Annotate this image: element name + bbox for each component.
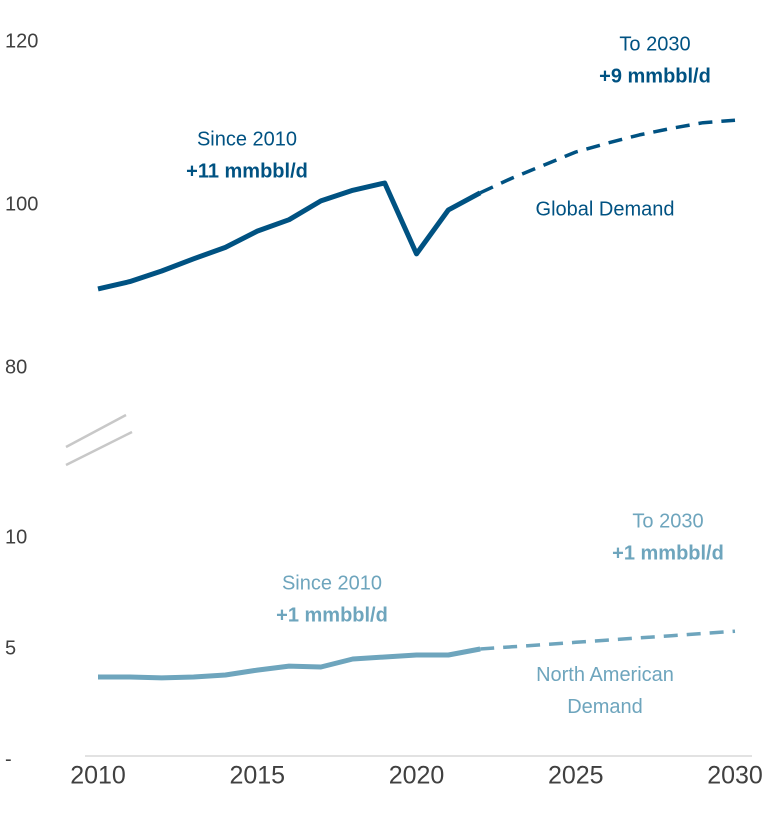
annotation: To 2030: [619, 33, 690, 55]
x-tick-label: 2030: [707, 762, 763, 790]
series-label: North American Demand: [536, 664, 674, 718]
y-tick-label: 100: [5, 193, 38, 215]
x-tick-label: 2010: [70, 762, 126, 790]
series-line: [97, 180, 482, 292]
annotation: Since 2010: [197, 128, 297, 150]
annotation: +9 mmbbl/d: [599, 65, 711, 87]
annotation: To 2030: [632, 510, 703, 532]
y-tick-label: 5: [5, 637, 16, 659]
annotation: Since 2010: [282, 572, 382, 594]
y-tick-label: 120: [5, 30, 38, 52]
series-line: [98, 646, 481, 681]
series-line: [479, 118, 736, 195]
y-tick-label: 10: [5, 526, 27, 548]
annotation: +1 mmbbl/d: [276, 604, 388, 626]
x-tick-label: 2015: [229, 762, 285, 790]
annotation: +11 mmbbl/d: [186, 160, 308, 182]
axis-break: [65, 430, 133, 467]
series-label: Global Demand: [536, 198, 675, 220]
annotation: +1 mmbbl/d: [612, 542, 724, 564]
axis-break: [65, 413, 127, 449]
y-tick-label: 80: [5, 356, 27, 378]
x-tick-label: 2020: [389, 762, 445, 790]
y-tick-label: -: [5, 748, 12, 770]
x-tick-label: 2025: [548, 762, 604, 790]
series-line: [480, 629, 736, 651]
